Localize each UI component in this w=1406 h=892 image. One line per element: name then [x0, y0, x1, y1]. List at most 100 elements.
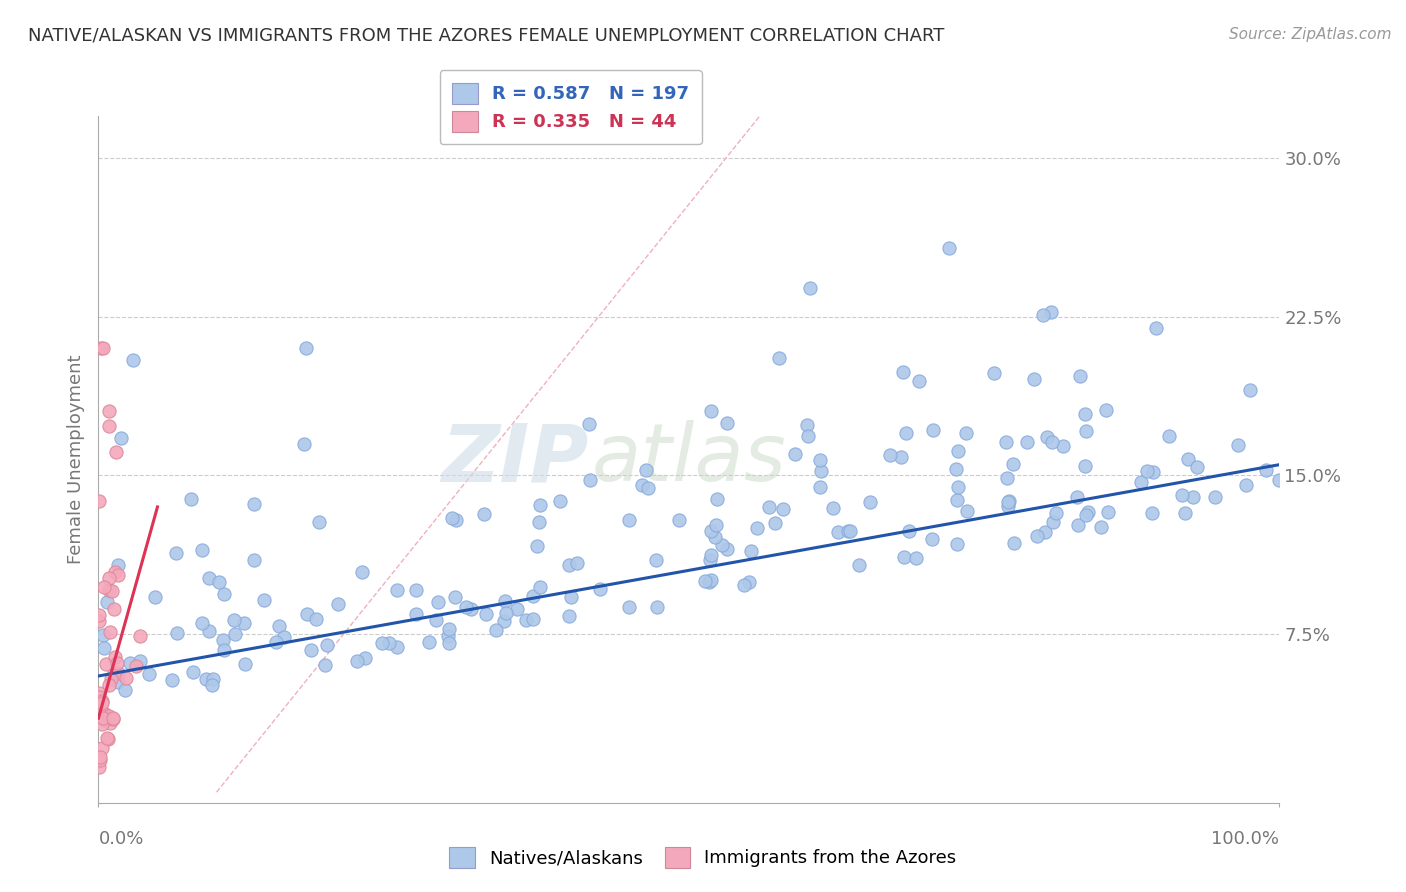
Point [699, 524, 721, 539]
Point [107, 558, 129, 573]
Point [716, 416, 738, 430]
Point [893, 550, 915, 565]
Point [905, 550, 928, 565]
Point [1077, 505, 1099, 519]
Point [1097, 505, 1119, 519]
Point [1032, 308, 1054, 322]
Point [103, 713, 125, 727]
Point [98, 625, 121, 640]
Point [772, 502, 794, 516]
Point [1182, 491, 1205, 505]
Point [693, 574, 716, 588]
Point [264, 634, 287, 648]
Point [444, 513, 467, 527]
Point [588, 582, 610, 597]
Point [299, 642, 322, 657]
Point [166, 626, 188, 640]
Point [548, 493, 571, 508]
Point [706, 491, 728, 506]
Point [97, 571, 120, 585]
Point [879, 448, 901, 462]
Point [484, 624, 506, 638]
Point [90, 704, 112, 718]
Text: 100.0%: 100.0% [1212, 830, 1279, 848]
Point [89, 750, 111, 764]
Point [1002, 457, 1025, 471]
Point [98, 418, 121, 433]
Point [89, 690, 111, 705]
Point [983, 366, 1005, 380]
Point [232, 615, 254, 630]
Point [98, 715, 121, 730]
Text: atlas: atlas [592, 420, 787, 499]
Point [699, 548, 721, 562]
Point [197, 624, 219, 639]
Point [1052, 439, 1074, 453]
Point [578, 473, 600, 487]
Point [1025, 529, 1047, 543]
Point [1268, 473, 1291, 487]
Point [292, 437, 315, 451]
Point [1174, 506, 1197, 520]
Point [747, 521, 769, 535]
Point [898, 524, 921, 538]
Point [191, 616, 214, 631]
Point [558, 609, 581, 624]
Text: ZIP: ZIP [441, 420, 589, 499]
Point [418, 634, 440, 648]
Point [955, 425, 977, 440]
Point [87, 760, 110, 774]
Point [267, 618, 290, 632]
Point [90, 342, 112, 356]
Point [1042, 515, 1064, 529]
Point [529, 498, 551, 512]
Point [619, 512, 641, 526]
Point [107, 674, 129, 689]
Point [201, 678, 224, 692]
Point [97, 731, 120, 746]
Point [314, 658, 336, 673]
Point [90, 694, 112, 708]
Point [1069, 368, 1091, 383]
Point [1171, 488, 1194, 502]
Point [103, 711, 125, 725]
Point [1039, 305, 1062, 319]
Point [567, 556, 589, 570]
Point [823, 501, 845, 516]
Point [948, 480, 970, 494]
Point [107, 568, 129, 582]
Point [233, 657, 256, 671]
Point [114, 682, 136, 697]
Point [837, 524, 859, 538]
Point [1234, 478, 1257, 492]
Point [890, 450, 912, 465]
Point [460, 602, 482, 616]
Point [96, 731, 118, 745]
Point [353, 651, 375, 665]
Point [1239, 384, 1261, 398]
Point [104, 566, 127, 580]
Point [104, 444, 127, 458]
Point [350, 566, 373, 580]
Point [1142, 465, 1164, 479]
Point [165, 546, 187, 560]
Point [921, 423, 943, 437]
Point [891, 366, 914, 380]
Point [995, 435, 1018, 450]
Point [425, 613, 447, 627]
Legend: R = 0.587   N = 197, R = 0.335   N = 44: R = 0.587 N = 197, R = 0.335 N = 44 [440, 70, 702, 145]
Point [180, 492, 202, 507]
Point [97, 582, 120, 597]
Point [799, 281, 821, 295]
Point [560, 590, 582, 604]
Point [91, 628, 114, 642]
Point [387, 640, 409, 654]
Point [122, 353, 145, 368]
Point [103, 601, 125, 615]
Point [515, 613, 537, 627]
Point [387, 582, 409, 597]
Point [1066, 517, 1088, 532]
Point [645, 552, 668, 566]
Point [295, 607, 318, 622]
Point [956, 504, 979, 518]
